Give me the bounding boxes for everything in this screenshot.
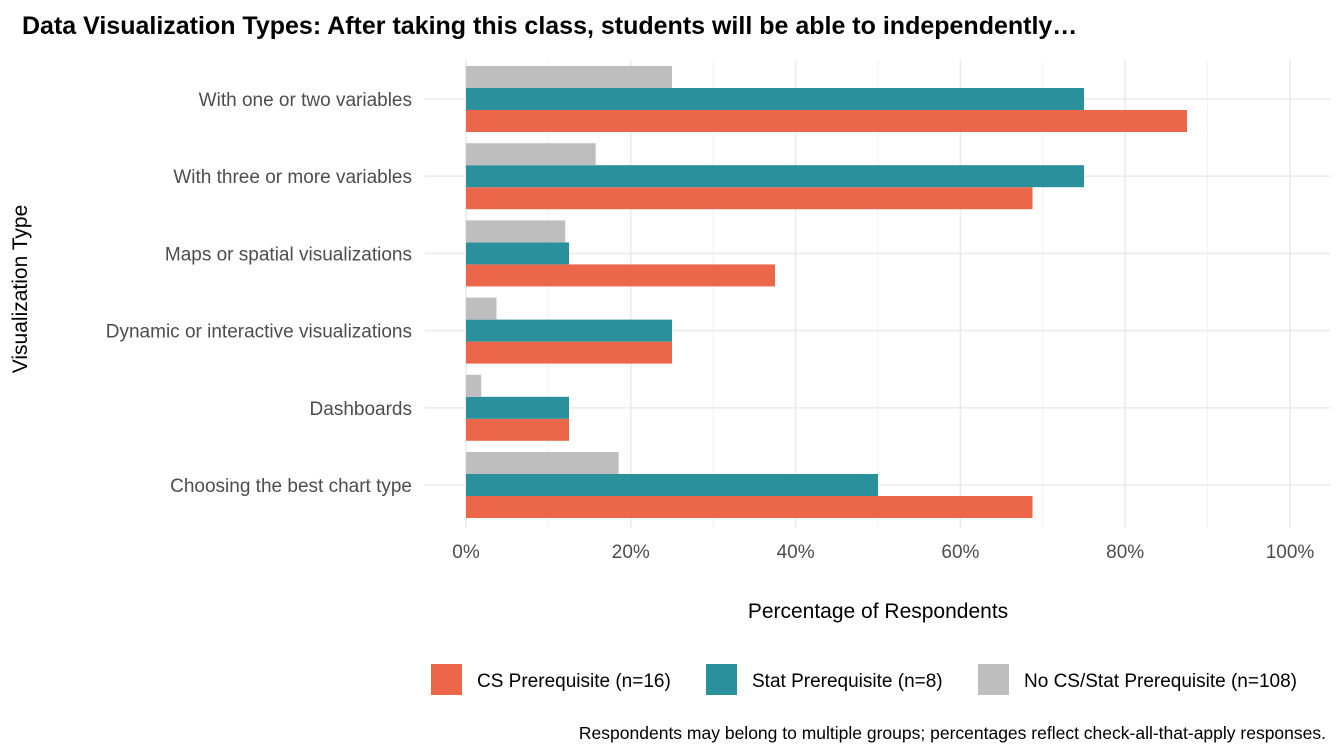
bar-stat-prerequisite-n-8-dynamic-or-interactive-visualizations [466, 319, 672, 342]
chart-caption: Respondents may belong to multiple group… [579, 723, 1326, 743]
bar-stat-prerequisite-n-8-maps-or-spatial-visualizations [466, 242, 569, 265]
bar-stat-prerequisite-n-8-with-one-or-two-variables [466, 88, 1084, 110]
bar-cs-prerequisite-n-16-dashboards [466, 418, 569, 441]
bar-cs-prerequisite-n-16-choosing-the-best-chart-type [466, 496, 1033, 518]
legend-label-stat-prerequisite-n-8: Stat Prerequisite (n=8) [752, 671, 943, 692]
category-label-maps-or-spatial-visualizations: Maps or spatial visualizations [165, 244, 412, 265]
category-label-with-three-or-more-variables: With three or more variables [173, 167, 412, 188]
x-tick-label-60: 60% [941, 542, 979, 563]
x-tick-label-100: 100% [1266, 542, 1315, 563]
legend: CS Prerequisite (n=16) Stat Prerequisite … [431, 664, 1297, 695]
bar-cs-prerequisite-n-16-maps-or-spatial-visualizations [466, 264, 775, 287]
bar-stat-prerequisite-n-8-dashboards [466, 396, 569, 419]
bar-no-cs-stat-prerequisite-n-108-maps-or-spatial-visualizations [466, 220, 566, 243]
chart-title: Data Visualization Types: After taking t… [22, 12, 1077, 40]
bar-cs-prerequisite-n-16-with-one-or-two-variables [466, 110, 1187, 132]
bars [466, 66, 1187, 518]
x-tick-label-0: 0% [452, 542, 480, 563]
x-tick-label-40: 40% [777, 542, 815, 563]
x-axis-tick-labels: 0% 20% 40% 60% 80% 100% [452, 542, 1314, 563]
bar-stat-prerequisite-n-8-choosing-the-best-chart-type [466, 474, 878, 496]
category-label-with-one-or-two-variables: With one or two variables [199, 90, 412, 111]
category-label-choosing-the-best-chart-type: Choosing the best chart type [170, 476, 412, 497]
category-label-dynamic-or-interactive-visualizations: Dynamic or interactive visualizations [106, 322, 412, 343]
bar-no-cs-stat-prerequisite-n-108-with-three-or-more-variables [466, 143, 596, 166]
y-axis-category-labels: With one or two variables With three or m… [106, 90, 412, 497]
legend-key-no-cs-stat-prerequisite-n-108 [978, 664, 1009, 695]
x-tick-label-80: 80% [1106, 542, 1144, 563]
x-axis-title: Percentage of Respondents [748, 600, 1008, 623]
y-axis-title: Visualization Type [9, 205, 32, 374]
x-tick-label-20: 20% [612, 542, 650, 563]
bar-cs-prerequisite-n-16-dynamic-or-interactive-visualizations [466, 341, 672, 364]
category-label-dashboards: Dashboards [310, 399, 412, 420]
bar-cs-prerequisite-n-16-with-three-or-more-variables [466, 187, 1033, 210]
grid-lines [425, 60, 1330, 528]
bar-no-cs-stat-prerequisite-n-108-dashboards [466, 374, 482, 397]
legend-label-no-cs-stat-prerequisite-n-108: No CS/Stat Prerequisite (n=108) [1024, 671, 1297, 692]
bar-no-cs-stat-prerequisite-n-108-with-one-or-two-variables [466, 66, 672, 88]
bar-no-cs-stat-prerequisite-n-108-dynamic-or-interactive-visualizations [466, 297, 497, 320]
bar-no-cs-stat-prerequisite-n-108-choosing-the-best-chart-type [466, 452, 619, 474]
legend-label-cs-prerequisite-n-16: CS Prerequisite (n=16) [477, 671, 671, 692]
legend-key-stat-prerequisite-n-8 [706, 664, 737, 695]
bar-stat-prerequisite-n-8-with-three-or-more-variables [466, 165, 1084, 188]
legend-key-cs-prerequisite-n-16 [431, 664, 462, 695]
